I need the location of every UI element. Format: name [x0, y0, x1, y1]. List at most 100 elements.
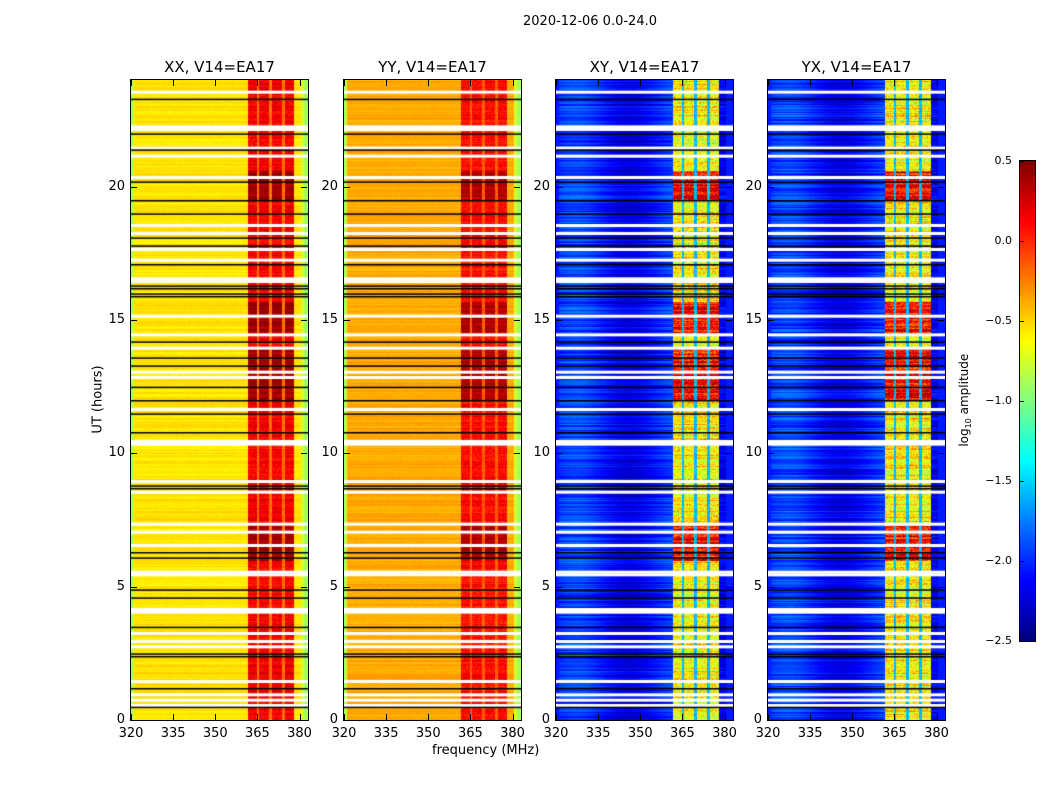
- y-tick-mark: [344, 586, 350, 588]
- y-tick-mark: [344, 186, 350, 188]
- y-tick-mark: [131, 186, 137, 188]
- colorbar-label-sub: 10: [964, 418, 974, 429]
- y-tick-label: 20: [533, 178, 550, 194]
- y-tick-label: 0: [541, 712, 550, 727]
- y-tick-label: 0: [116, 712, 125, 727]
- y-tick-mark: [768, 186, 774, 188]
- x-tick-mark: [640, 80, 642, 86]
- heatmap-xy: [556, 80, 733, 720]
- colorbar-gradient: [1020, 161, 1035, 641]
- x-tick-mark: [257, 80, 259, 86]
- y-tick-mark: [344, 453, 350, 455]
- x-tick-mark: [598, 714, 600, 720]
- y-tick-mark: [768, 586, 774, 588]
- y-tick-mark: [131, 453, 137, 455]
- y-tick-mark: [514, 586, 520, 588]
- x-tick-label: 320: [118, 726, 144, 741]
- x-tick-mark: [215, 714, 217, 720]
- colorbar-label-rest: amplitude: [956, 353, 971, 419]
- y-tick-mark: [726, 586, 732, 588]
- y-tick-mark: [301, 586, 307, 588]
- y-tick-mark: [301, 320, 307, 321]
- x-tick-label: 380: [924, 726, 949, 741]
- heatmap-yx: [768, 80, 945, 720]
- x-tick-mark: [724, 714, 726, 720]
- x-tick-label: 350: [415, 726, 441, 741]
- y-tick-mark: [768, 320, 774, 321]
- colorbar-tick-mark: [1020, 401, 1024, 402]
- colorbar-tick-mark: [1020, 641, 1024, 642]
- y-tick-mark: [726, 453, 732, 455]
- colorbar-label: log10 amplitude: [957, 345, 973, 455]
- y-tick-mark: [726, 186, 732, 188]
- x-tick-mark: [556, 714, 557, 720]
- x-tick-mark: [173, 714, 175, 720]
- colorbar-label-main: log: [956, 428, 971, 447]
- colorbar-tick-label: −2.5: [985, 634, 1012, 647]
- x-tick-mark: [810, 80, 812, 86]
- x-tick-label: 380: [287, 726, 312, 741]
- x-tick-mark: [257, 714, 259, 720]
- y-tick-label: 15: [321, 312, 338, 327]
- heatmap-yy: [344, 80, 521, 720]
- y-tick-label: 0: [329, 712, 338, 727]
- y-tick-mark: [344, 320, 350, 321]
- colorbar-tick-label: 0.5: [994, 154, 1013, 167]
- colorbar-tick-mark: [1020, 241, 1024, 242]
- y-tick-mark: [938, 320, 944, 321]
- x-tick-mark: [386, 80, 388, 86]
- x-tick-mark: [173, 80, 175, 86]
- x-tick-label: 350: [202, 726, 228, 741]
- y-tick-label: 10: [745, 445, 762, 461]
- x-tick-mark: [640, 714, 642, 720]
- y-tick-mark: [131, 320, 137, 321]
- colorbar-tick-label: −2.0: [985, 554, 1012, 567]
- panel-title-xy: XY, V14=EA17: [589, 58, 700, 76]
- y-tick-mark: [131, 586, 137, 588]
- x-tick-mark: [299, 80, 301, 86]
- y-tick-mark: [938, 720, 944, 721]
- y-tick-label: 5: [541, 578, 550, 594]
- x-tick-label: 380: [712, 726, 737, 741]
- y-tick-mark: [938, 586, 944, 588]
- y-tick-mark: [726, 320, 732, 321]
- panel-title-yy: YY, V14=EA17: [378, 58, 487, 76]
- x-tick-mark: [428, 714, 430, 720]
- x-tick-mark: [386, 714, 388, 720]
- x-tick-mark: [344, 80, 345, 86]
- x-tick-mark: [470, 80, 472, 86]
- x-tick-label: 365: [458, 726, 483, 741]
- panel-xy: XY, V14=EA17 320 335 350 365 380 0 5 10 15 20: [533, 58, 737, 741]
- x-tick-label: 335: [585, 726, 611, 741]
- panel-yx: YX, V14=EA17 320 335 350 365 380 0 5 10 15 20: [745, 58, 949, 741]
- x-tick-label: 320: [331, 726, 357, 741]
- colorbar-tick-mark: [1020, 161, 1024, 162]
- x-tick-label: 335: [373, 726, 399, 741]
- x-tick-mark: [768, 714, 769, 720]
- y-tick-mark: [301, 186, 307, 188]
- y-tick-mark: [938, 186, 944, 188]
- x-tick-label: 335: [160, 726, 186, 741]
- x-tick-mark: [852, 80, 854, 86]
- x-tick-mark: [131, 80, 132, 86]
- x-tick-mark: [428, 80, 430, 86]
- y-tick-mark: [726, 720, 732, 721]
- heatmap-xx: [131, 80, 308, 720]
- y-tick-mark: [514, 720, 520, 721]
- y-tick-label: 15: [533, 312, 550, 327]
- y-tick-label: 20: [321, 178, 338, 194]
- y-tick-mark: [556, 720, 562, 721]
- colorbar-tick-mark: [1020, 481, 1024, 482]
- colorbar-tick-mark: [1020, 561, 1024, 562]
- x-tick-mark: [470, 714, 472, 720]
- x-tick-mark: [299, 714, 301, 720]
- y-tick-label: 10: [108, 445, 125, 461]
- x-tick-mark: [344, 714, 345, 720]
- y-tick-label: 5: [753, 578, 762, 594]
- y-tick-label: 10: [321, 445, 338, 461]
- y-tick-mark: [131, 720, 137, 721]
- y-tick-label: 20: [108, 178, 125, 194]
- y-tick-mark: [556, 453, 562, 455]
- x-tick-mark: [724, 80, 726, 86]
- y-tick-label: 20: [745, 178, 762, 194]
